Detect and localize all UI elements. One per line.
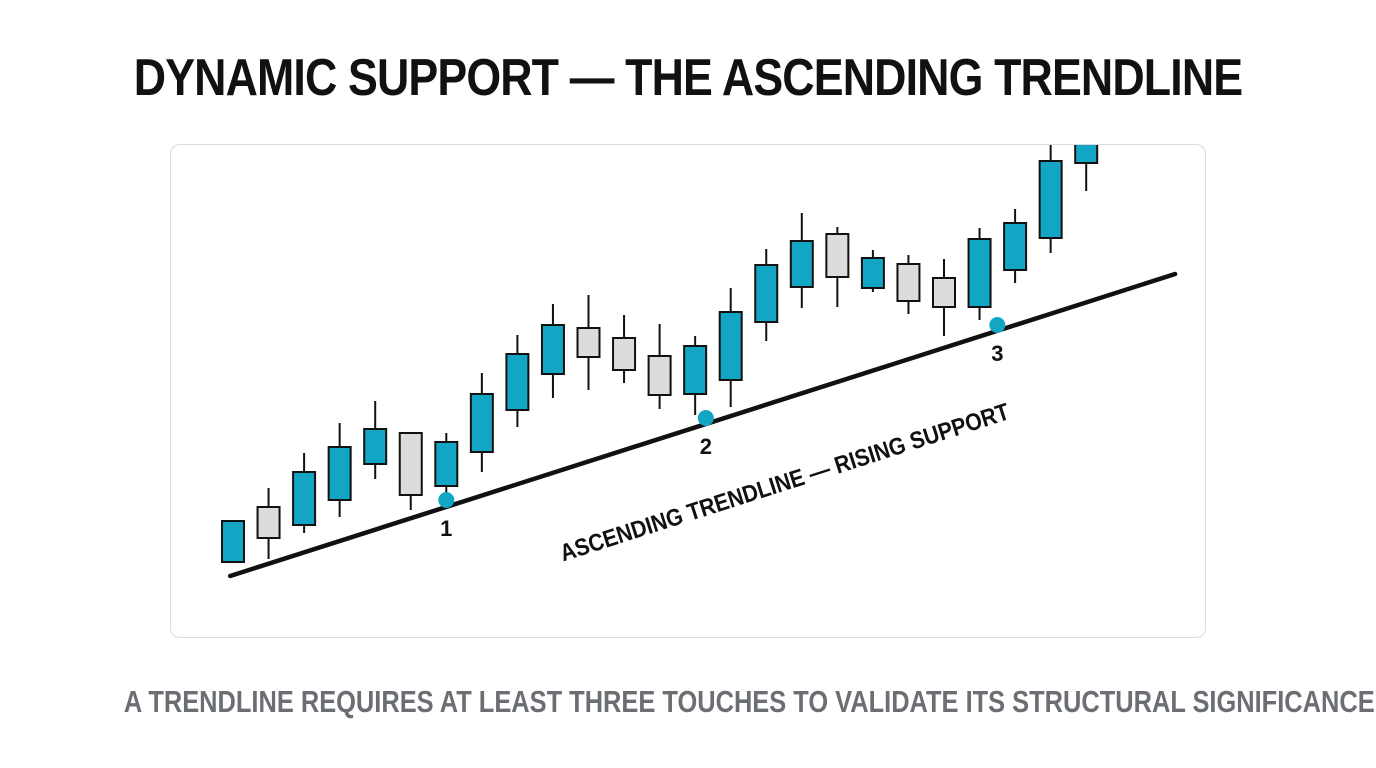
candle-1 bbox=[221, 520, 245, 563]
touch-point-2: 2 bbox=[697, 410, 714, 459]
candle-8 bbox=[469, 373, 494, 472]
candle-body-bullish bbox=[221, 520, 245, 563]
candle-6 bbox=[398, 432, 423, 510]
touch-label: 2 bbox=[700, 434, 712, 459]
candle-24 bbox=[1038, 145, 1063, 253]
candle-7 bbox=[434, 433, 459, 497]
candle-body-bullish bbox=[718, 311, 743, 381]
candlestick-chart: 1 2 3 ASCENDING TRENDLINE — RISING SUPPORT bbox=[221, 145, 1178, 579]
candle-10 bbox=[540, 304, 565, 398]
candle-22 bbox=[967, 228, 992, 320]
candle-12 bbox=[612, 315, 637, 383]
page-title: DYNAMIC SUPPORT — THE ASCENDING TRENDLIN… bbox=[133, 49, 1243, 107]
candle-body-bullish bbox=[683, 345, 708, 395]
candle-21 bbox=[932, 259, 956, 336]
candles-layer bbox=[221, 145, 1099, 563]
candle-25 bbox=[1074, 145, 1099, 191]
candle-16 bbox=[754, 249, 779, 341]
candle-body-bearish bbox=[932, 277, 956, 308]
candle-15 bbox=[718, 288, 743, 407]
caption: A TRENDLINE REQUIRES AT LEAST THREE TOUC… bbox=[123, 684, 1376, 719]
candle-body-bullish bbox=[434, 441, 459, 487]
touch-label: 1 bbox=[440, 516, 452, 541]
candle-14 bbox=[683, 336, 708, 415]
touch-label: 3 bbox=[991, 341, 1003, 366]
touch-dot bbox=[989, 317, 1006, 333]
candle-body-bullish bbox=[1003, 222, 1028, 271]
candle-body-bearish bbox=[612, 337, 637, 371]
chart-panel: 1 2 3 ASCENDING TRENDLINE — RISING SUPPORT bbox=[170, 144, 1206, 638]
candle-body-bullish bbox=[1074, 145, 1099, 164]
touch-dot bbox=[697, 410, 714, 426]
touch-dot bbox=[438, 492, 455, 508]
candle-body-bullish bbox=[469, 393, 494, 453]
candle-body-bullish bbox=[860, 257, 885, 289]
candle-body-bullish bbox=[505, 353, 530, 411]
candle-body-bullish bbox=[292, 471, 317, 526]
candle-body-bearish bbox=[896, 263, 921, 302]
candle-23 bbox=[1003, 209, 1028, 283]
candle-body-bullish bbox=[540, 324, 565, 375]
candle-2 bbox=[256, 488, 281, 559]
candle-20 bbox=[896, 255, 921, 314]
candle-body-bearish bbox=[398, 432, 423, 496]
candle-11 bbox=[576, 295, 601, 390]
candle-3 bbox=[292, 453, 317, 533]
candle-body-bearish bbox=[647, 355, 672, 396]
candle-body-bullish bbox=[967, 238, 992, 308]
candle-13 bbox=[647, 324, 672, 409]
candle-body-bearish bbox=[256, 506, 281, 539]
candle-body-bullish bbox=[789, 240, 814, 288]
candle-9 bbox=[505, 335, 530, 427]
candle-5 bbox=[363, 401, 388, 479]
candle-body-bearish bbox=[825, 233, 850, 278]
candle-19 bbox=[860, 250, 885, 292]
touch-point-3: 3 bbox=[989, 317, 1006, 366]
candle-18 bbox=[825, 227, 850, 307]
candle-body-bullish bbox=[363, 428, 388, 465]
trendline-label: ASCENDING TRENDLINE — RISING SUPPORT bbox=[557, 398, 1013, 567]
candle-body-bullish bbox=[754, 264, 779, 323]
touch-point-1: 1 bbox=[438, 492, 455, 541]
candle-4 bbox=[327, 423, 352, 517]
touch-points-layer: 1 2 3 bbox=[438, 317, 1006, 541]
candle-17 bbox=[789, 213, 814, 308]
candle-body-bearish bbox=[576, 327, 601, 358]
candle-body-bullish bbox=[1038, 160, 1063, 239]
candle-body-bullish bbox=[327, 446, 352, 501]
